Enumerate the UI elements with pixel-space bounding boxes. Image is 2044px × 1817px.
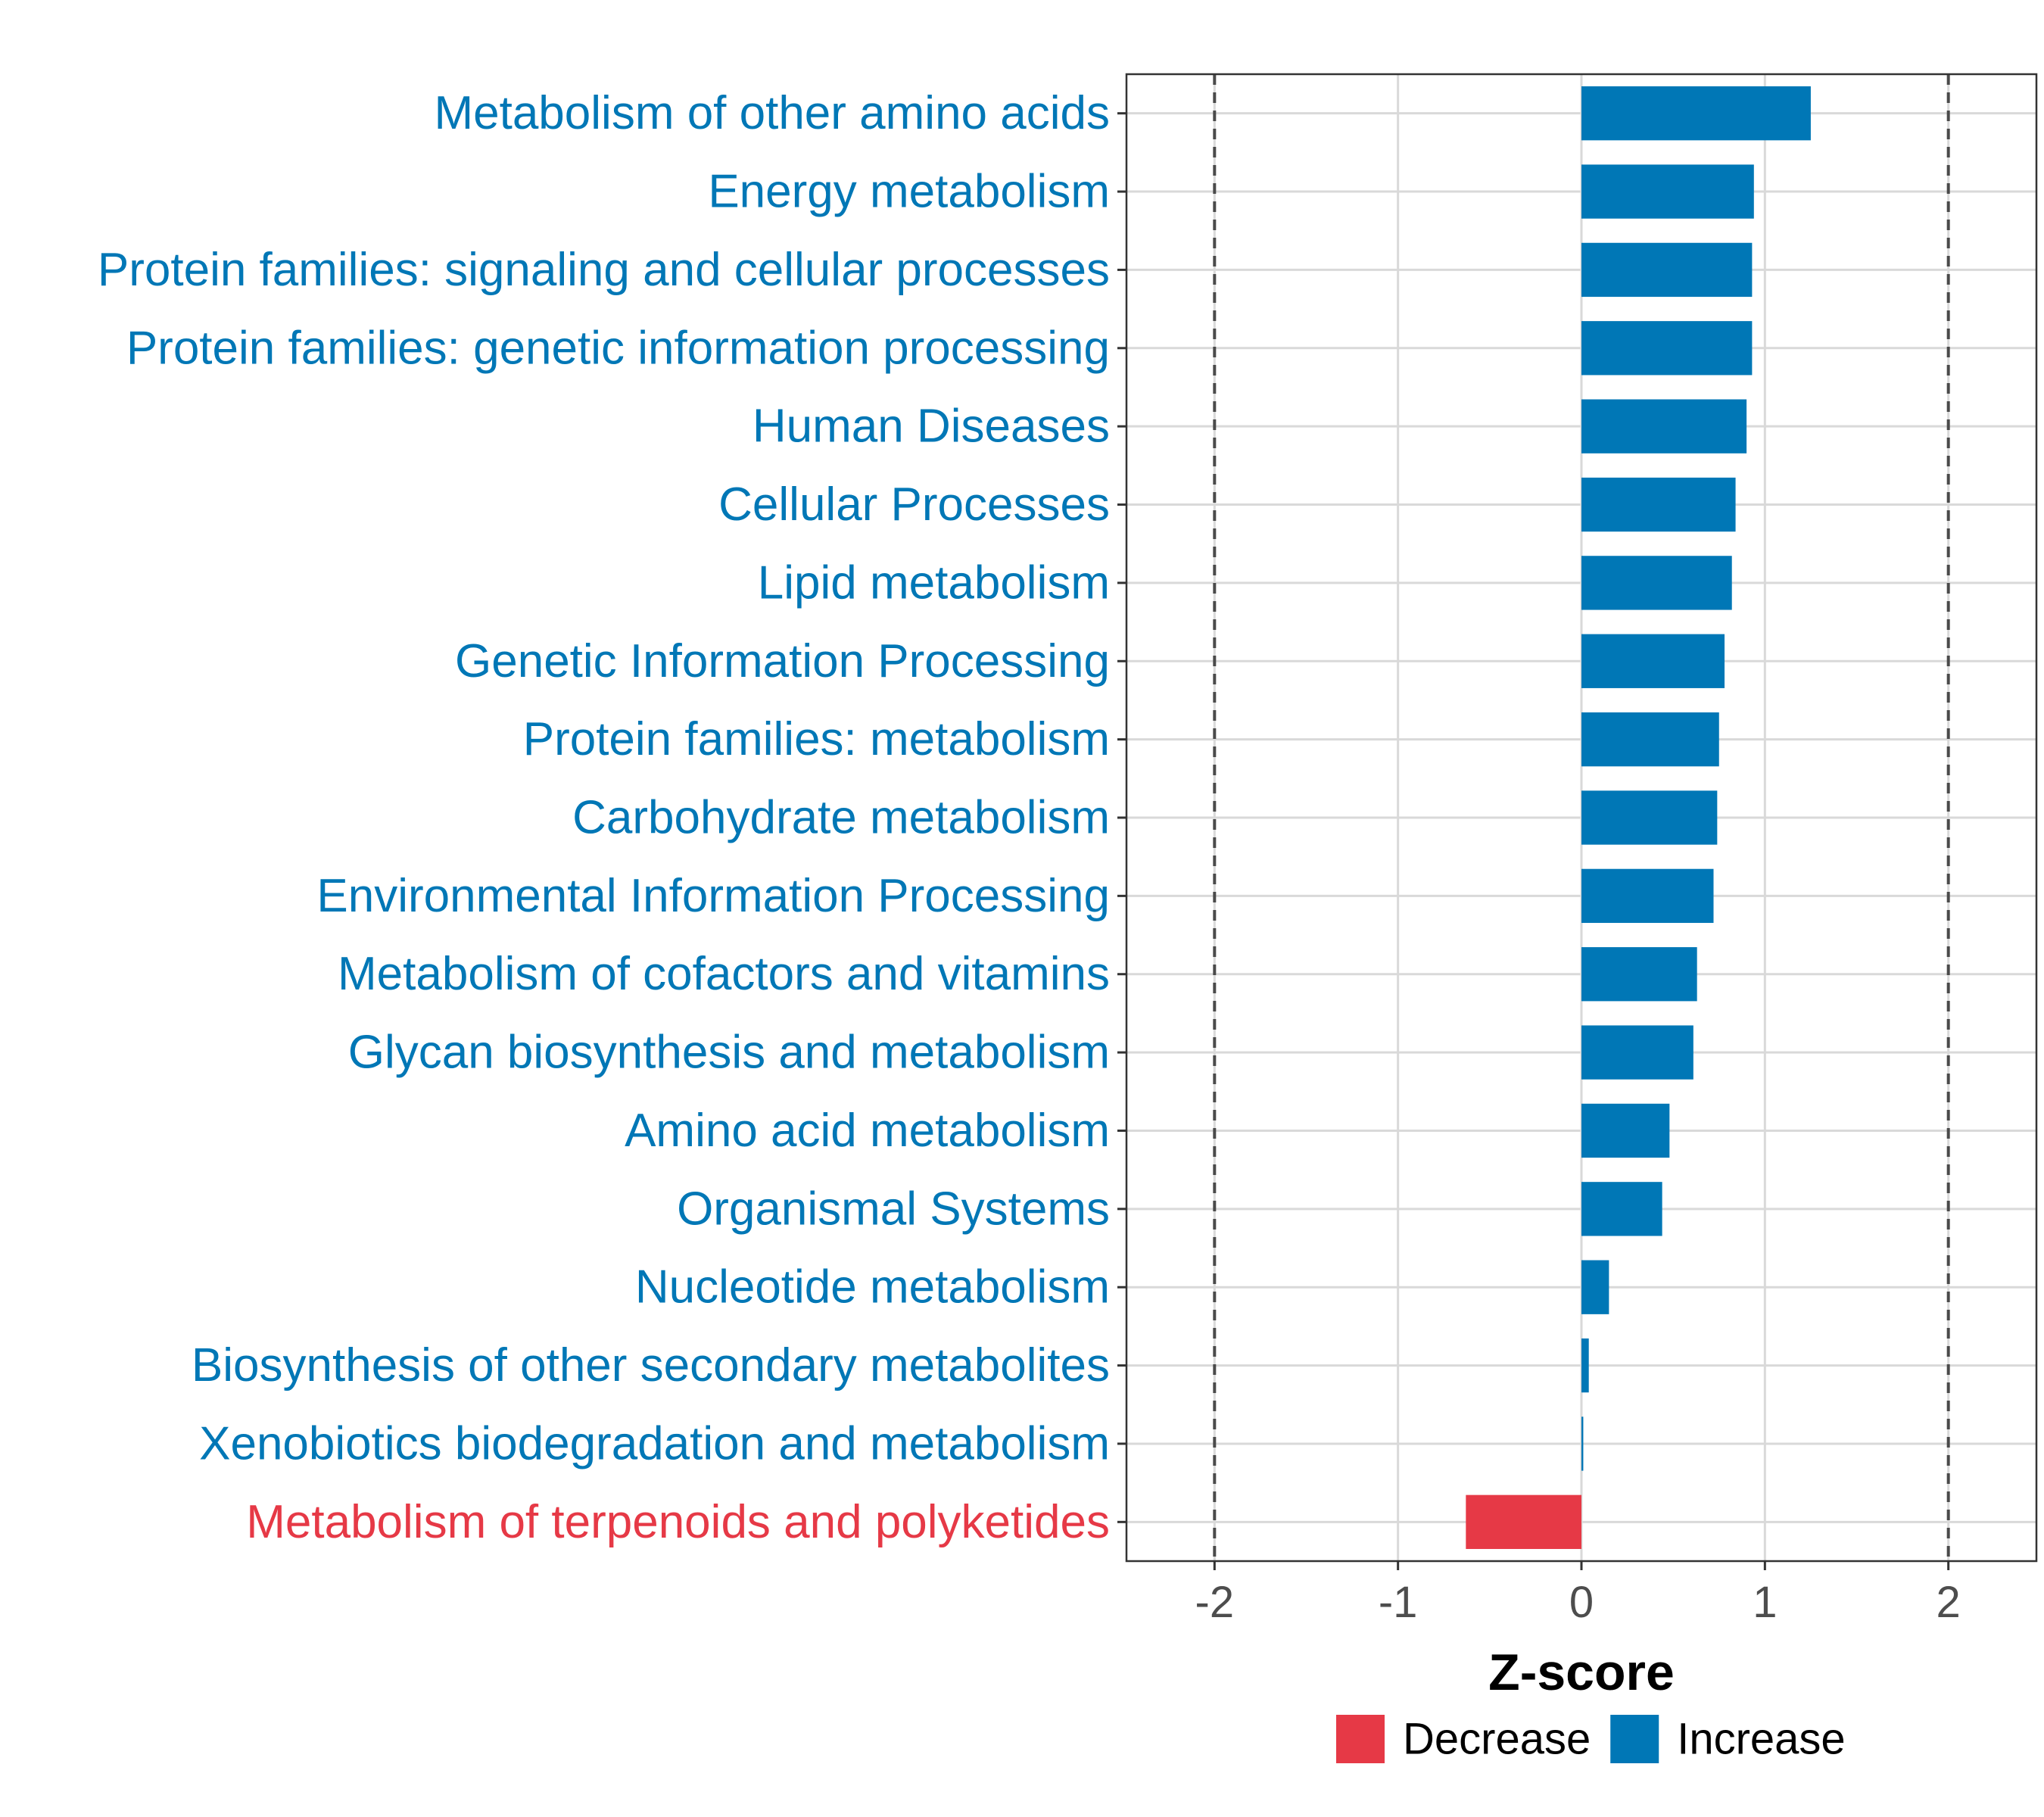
x-tick-labels: -2 -1 0 1 2 xyxy=(1195,1578,1961,1627)
x-tick-label: -1 xyxy=(1379,1578,1418,1627)
category-labels: Metabolism of other amino acids Energy me… xyxy=(98,87,1110,1548)
bar-16 xyxy=(1581,1260,1609,1314)
category-label: Protein families: genetic information pr… xyxy=(126,322,1110,374)
bar-12 xyxy=(1581,947,1697,1002)
bar-4 xyxy=(1581,321,1753,376)
bar-3 xyxy=(1581,242,1753,298)
bar-14 xyxy=(1581,1103,1670,1158)
category-label: Protein families: signaling and cellular… xyxy=(98,244,1110,296)
category-label: Protein families: metabolism xyxy=(523,713,1110,765)
category-label: Metabolism of terpenoids and polyketides xyxy=(246,1496,1110,1548)
x-tick-label: 0 xyxy=(1569,1578,1594,1627)
x-axis-title: Z-score xyxy=(1488,1644,1675,1701)
reference-lines xyxy=(1213,74,1950,1561)
x-tick-label: -2 xyxy=(1195,1578,1235,1627)
bars xyxy=(1466,86,1811,1549)
x-axis-ticks xyxy=(1213,1561,1950,1570)
legend-swatch-increase xyxy=(1610,1715,1659,1763)
bar-15 xyxy=(1581,1182,1662,1236)
legend: Decrease Increase xyxy=(1336,1715,1846,1764)
category-label: Cellular Processes xyxy=(718,478,1110,531)
bar-9 xyxy=(1581,712,1719,767)
bar-1 xyxy=(1581,86,1811,141)
category-label: Metabolism of other amino acids xyxy=(434,87,1110,139)
bar-19 xyxy=(1466,1494,1581,1549)
category-label: Glycan biosynthesis and metabolism xyxy=(348,1027,1110,1079)
bar-7 xyxy=(1581,556,1732,610)
category-label: Energy metabolism xyxy=(708,166,1110,218)
category-label: Lipid metabolism xyxy=(758,556,1110,609)
bar-6 xyxy=(1581,477,1736,532)
bar-10 xyxy=(1581,790,1718,845)
category-label: Amino acid metabolism xyxy=(625,1105,1110,1157)
category-label: Nucleotide metabolism xyxy=(635,1261,1110,1314)
bar-5 xyxy=(1581,399,1747,453)
category-label: Human Diseases xyxy=(752,400,1110,453)
x-tick-label: 1 xyxy=(1753,1578,1777,1627)
bar-8 xyxy=(1581,634,1725,688)
category-label: Genetic Information Processing xyxy=(455,635,1110,687)
category-label: Metabolism of cofactors and vitamins xyxy=(338,948,1110,1000)
legend-label-decrease: Decrease xyxy=(1403,1715,1591,1764)
bar-18 xyxy=(1581,1417,1584,1471)
legend-label-increase: Increase xyxy=(1677,1715,1845,1764)
bar-2 xyxy=(1581,164,1754,219)
category-label: Biosynthesis of other secondary metaboli… xyxy=(192,1339,1110,1392)
x-tick-label: 2 xyxy=(1937,1578,1961,1627)
bar-13 xyxy=(1581,1025,1693,1080)
bar-11 xyxy=(1581,868,1714,924)
bar-17 xyxy=(1581,1338,1589,1393)
category-label: Xenobiotics biodegradation and metabolis… xyxy=(199,1417,1110,1469)
category-label: Carbohydrate metabolism xyxy=(572,792,1110,844)
y-axis-ticks xyxy=(1117,112,1126,1523)
legend-swatch-decrease xyxy=(1336,1715,1385,1763)
category-label: Environmental Information Processing xyxy=(316,870,1110,922)
category-label: Organismal Systems xyxy=(677,1183,1110,1235)
